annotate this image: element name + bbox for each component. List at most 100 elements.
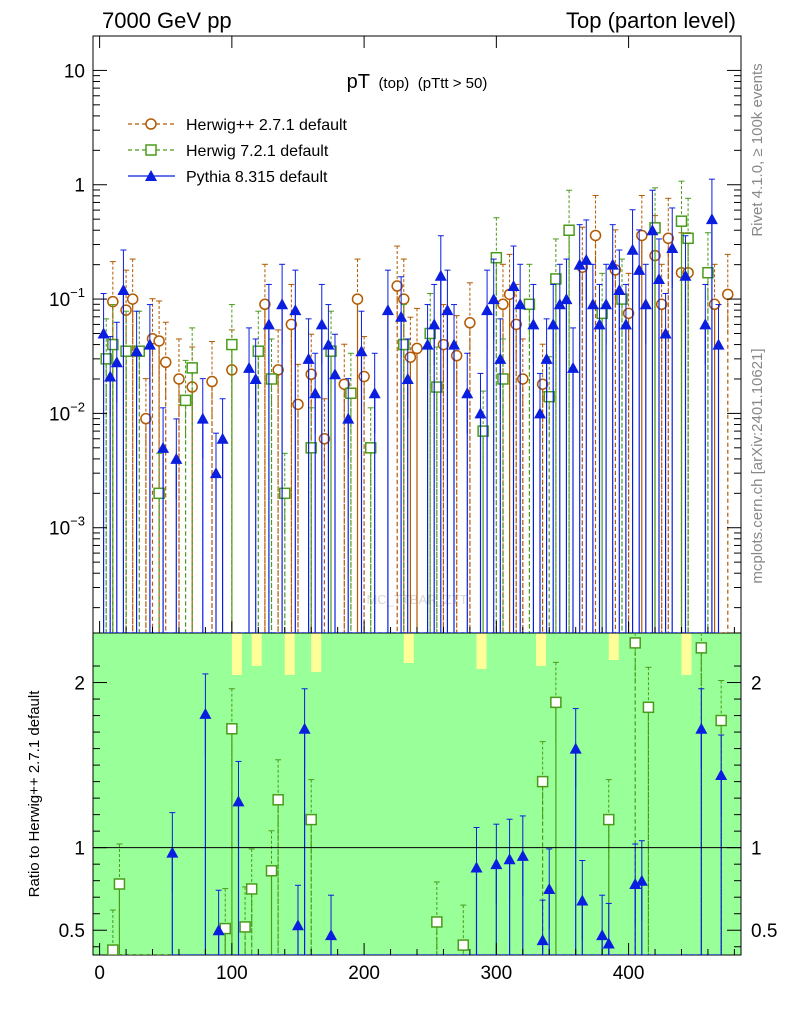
data-point-circle [159, 356, 172, 369]
ratio-y-tick-label: 2 [74, 674, 85, 695]
data-point-triangle [199, 707, 212, 719]
data-point-circle [636, 229, 648, 242]
data-point-square [536, 775, 549, 788]
data-point-triangle [540, 352, 553, 364]
data-point-triangle [209, 467, 222, 479]
data-point-triangle [705, 213, 718, 225]
data-point-square [642, 701, 655, 714]
data-point-circle [358, 370, 370, 383]
data-point-triangle [309, 387, 322, 399]
data-point-square [153, 487, 165, 500]
data-point-triangle [110, 356, 123, 368]
data-point-square [226, 338, 238, 351]
data-point-circle [398, 293, 410, 305]
data-point-square [682, 232, 694, 245]
data-point-square [675, 215, 688, 227]
data-point-circle [391, 280, 403, 292]
data-point-triangle [216, 432, 229, 444]
data-point-circle [722, 288, 734, 301]
data-point-triangle [325, 929, 338, 941]
data-point-circle [272, 364, 284, 376]
data-point-triangle [600, 298, 613, 310]
data-point-triangle [170, 452, 183, 464]
data-point-triangle [646, 224, 659, 236]
data-point-triangle [461, 387, 474, 399]
ratio-y-tick-label-right: 0.5 [751, 921, 777, 942]
legend-label-pythia: Pythia 8.315 default [186, 169, 328, 186]
x-tick-label: 200 [348, 963, 380, 984]
data-point-square [563, 224, 575, 236]
data-point-triangle [494, 352, 507, 364]
data-point-triangle [117, 284, 130, 296]
ratio-band-yellow [403, 633, 414, 663]
data-point-triangle [653, 272, 666, 284]
x-tick-label: 300 [480, 963, 512, 984]
data-point-triangle [441, 304, 454, 316]
data-point-triangle [395, 310, 408, 322]
data-point-triangle [553, 298, 566, 310]
data-point-triangle [514, 298, 527, 310]
ratio-y-tick-label: 1 [74, 839, 85, 860]
data-point-triangle [666, 241, 679, 253]
ratio-y-tick-label-right: 1 [751, 839, 762, 860]
data-point-square [490, 251, 503, 264]
y-tick-label: 10 [64, 61, 85, 82]
data-point-triangle [712, 338, 725, 350]
legend-entry-pythia: Pythia 8.315 default [128, 169, 328, 186]
plot-title-cut: (pTtt > 50) [418, 75, 488, 92]
data-point-square [245, 883, 258, 895]
data-point-triangle [232, 795, 245, 807]
legend-marker-circle [145, 118, 157, 130]
data-point-square [226, 723, 238, 735]
ratio-band-yellow [284, 633, 295, 675]
data-point-square [398, 338, 410, 351]
ratio-uncertainty-band [93, 633, 741, 955]
data-point-triangle [243, 361, 256, 373]
data-point-circle [517, 373, 529, 385]
data-point-triangle [166, 846, 179, 858]
data-point-square [272, 794, 284, 806]
ratio-y-tick-label: 0.5 [59, 921, 85, 942]
data-point-triangle [474, 407, 487, 419]
data-point-triangle [639, 298, 652, 310]
ratio-band-yellow [251, 633, 262, 666]
data-point-square [107, 338, 119, 351]
x-tick-label: 0 [94, 963, 105, 984]
ratio-band-yellow [608, 633, 619, 660]
data-point-triangle [428, 318, 441, 330]
data-point-triangle [302, 352, 315, 364]
data-point-triangle [421, 338, 434, 350]
data-point-triangle [613, 284, 626, 296]
data-point-square [345, 387, 357, 400]
data-point-triangle [567, 361, 580, 373]
data-point-triangle [593, 318, 606, 330]
data-point-circle [464, 317, 476, 329]
data-point-triangle [487, 293, 500, 305]
data-point-square [364, 442, 377, 454]
data-point-triangle [573, 258, 586, 270]
data-point-triangle [289, 304, 302, 316]
data-point-circle [259, 298, 271, 311]
data-point-triangle [262, 318, 275, 330]
data-point-square [523, 298, 536, 311]
data-point-square [457, 939, 470, 951]
series-line [105, 221, 709, 633]
data-point-triangle [576, 894, 589, 906]
ratio-y-axis-label: Ratio to Herwig++ 2.7.1 default [26, 690, 43, 898]
legend-entry-herwig7: Herwig 7.2.1 default [128, 143, 329, 160]
data-point-triangle [342, 412, 355, 424]
data-point-triangle [368, 387, 381, 399]
data-point-circle [497, 298, 509, 311]
data-point-triangle [679, 269, 692, 281]
data-point-triangle [157, 441, 170, 453]
mcplots-reference-label: mcplots.cern.ch [arXiv:2401.10621] [749, 348, 766, 583]
ratio-band-yellow [231, 633, 242, 675]
data-point-triangle [448, 338, 461, 350]
data-point-triangle [695, 722, 708, 734]
legend-label-herwig7: Herwig 7.2.1 default [186, 143, 329, 160]
data-point-square [305, 442, 317, 454]
data-point-square [265, 865, 278, 877]
data-point-triangle [434, 269, 447, 281]
data-point-triangle [633, 263, 646, 275]
